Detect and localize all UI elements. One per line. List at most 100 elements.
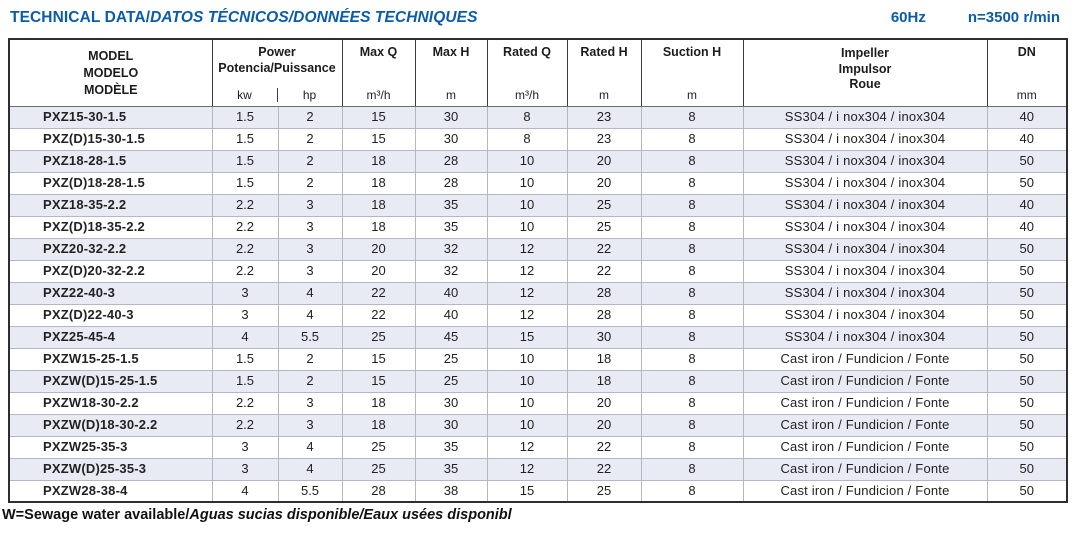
cell-rated-q: 12: [486, 303, 568, 327]
cell-dn: 50: [986, 347, 1068, 371]
cell-max-q: 15: [341, 369, 416, 393]
cell-model: PXZW(D)15-25-1.5: [8, 369, 213, 393]
table-row: PXZ22-40-3 3 4 22 40 12 28 8 SS304 / i nox304 / …: [8, 281, 1068, 305]
cell-rated-h: 20: [566, 413, 642, 437]
header-rated-h-label: Rated H: [580, 45, 628, 59]
cell-dn: 40: [986, 193, 1068, 217]
cell-dn: 50: [986, 413, 1068, 437]
cell-max-h: 30: [414, 105, 488, 129]
page-title-en: TECHNICAL DATA/: [10, 9, 151, 26]
cell-rated-q: 15: [486, 479, 568, 503]
cell-hp: 4: [277, 435, 343, 459]
cell-max-h: 35: [414, 457, 488, 481]
table-row: PXZW28-38-4 4 5.5 28 38 15 25 8 Cast iron / Fund…: [8, 479, 1068, 503]
header-suction-h-label: Suction H: [662, 45, 722, 59]
cell-model: PXZ(D)18-28-1.5: [8, 171, 213, 195]
cell-model: PXZW(D)18-30-2.2: [8, 413, 213, 437]
cell-rated-q: 8: [486, 105, 568, 129]
cell-suction-h: 8: [640, 259, 744, 283]
table-row: PXZ(D)20-32-2.2 2.2 3 20 32 12 22 8 SS304 / i no…: [8, 259, 1068, 283]
cell-suction-h: 8: [640, 391, 744, 415]
cell-rated-q: 12: [486, 237, 568, 261]
speed-label: n=3500 r/min: [967, 9, 1060, 26]
cell-dn: 40: [986, 127, 1068, 151]
cell-max-q: 15: [341, 127, 416, 151]
cell-rated-q: 15: [486, 325, 568, 349]
cell-suction-h: 8: [640, 457, 744, 481]
cell-max-q: 25: [341, 457, 416, 481]
cell-suction-h: 8: [640, 347, 744, 371]
cell-hp: 2: [277, 369, 343, 393]
cell-kw: 2.2: [211, 259, 279, 283]
cell-rated-q: 10: [486, 215, 568, 239]
cell-impeller: Cast iron / Fundicion / Fonte: [742, 457, 988, 481]
header-dn-unit: mm: [1016, 87, 1037, 102]
cell-suction-h: 8: [640, 193, 744, 217]
page-title-translations: DATOS TÉCNICOS/DONNÉES TECHNIQUES: [150, 9, 478, 26]
cell-max-q: 15: [341, 347, 416, 371]
header-model: MODEL MODELO MODÈLE: [8, 38, 213, 107]
cell-hp: 5.5: [277, 325, 343, 349]
cell-model: PXZ18-35-2.2: [8, 193, 213, 217]
cell-impeller: SS304 / i nox304 / inox304: [742, 127, 988, 151]
cell-rated-h: 18: [566, 347, 642, 371]
cell-rated-h: 18: [566, 369, 642, 393]
cell-hp: 2: [277, 127, 343, 151]
cell-impeller: SS304 / i nox304 / inox304: [742, 303, 988, 327]
cell-hp: 4: [277, 303, 343, 327]
cell-dn: 40: [986, 215, 1068, 239]
cell-max-q: 15: [341, 105, 416, 129]
cell-hp: 3: [277, 391, 343, 415]
cell-dn: 50: [986, 281, 1068, 305]
table-row: PXZ(D)22-40-3 3 4 22 40 12 28 8 SS304 / i nox304…: [8, 303, 1068, 327]
cell-suction-h: 8: [640, 369, 744, 393]
header-max-q: Max Q m³/h: [341, 38, 416, 107]
cell-model: PXZ22-40-3: [8, 281, 213, 305]
table-row: PXZW(D)15-25-1.5 1.5 2 15 25 10 18 8 Cast iron /…: [8, 369, 1068, 393]
header-impeller-es: Impulsor: [838, 61, 892, 76]
cell-model: PXZW28-38-4: [8, 479, 213, 503]
cell-rated-q: 10: [486, 347, 568, 371]
cell-hp: 3: [277, 193, 343, 217]
header-rated-q-label: Rated Q: [503, 45, 551, 59]
cell-max-h: 25: [414, 369, 488, 393]
cell-max-h: 35: [414, 215, 488, 239]
cell-dn: 50: [986, 149, 1068, 173]
cell-hp: 3: [277, 413, 343, 437]
cell-model: PXZ(D)20-32-2.2: [8, 259, 213, 283]
cell-max-q: 25: [341, 325, 416, 349]
cell-kw: 3: [211, 281, 279, 305]
cell-rated-h: 25: [566, 193, 642, 217]
cell-suction-h: 8: [640, 105, 744, 129]
cell-max-q: 18: [341, 215, 416, 239]
cell-max-q: 22: [341, 281, 416, 305]
cell-dn: 50: [986, 259, 1068, 283]
header-power-label: Power: [258, 45, 296, 59]
cell-kw: 2.2: [211, 193, 279, 217]
cell-rated-h: 22: [566, 237, 642, 261]
cell-max-h: 30: [414, 413, 488, 437]
table-row: PXZ18-35-2.2 2.2 3 18 35 10 25 8 SS304 / i nox30…: [8, 193, 1068, 217]
cell-max-h: 40: [414, 303, 488, 327]
page-title: TECHNICAL DATA/DATOS TÉCNICOS/DONNÉES TE…: [10, 9, 478, 27]
cell-impeller: SS304 / i nox304 / inox304: [742, 281, 988, 305]
cell-dn: 50: [986, 171, 1068, 195]
cell-model: PXZW15-25-1.5: [8, 347, 213, 371]
cell-rated-q: 10: [486, 149, 568, 173]
cell-rated-h: 25: [566, 215, 642, 239]
cell-model: PXZ25-45-4: [8, 325, 213, 349]
footnote: W=Sewage water available/Aguas sucias di…: [2, 507, 1074, 523]
cell-model: PXZ20-32-2.2: [8, 237, 213, 261]
header-model-es: MODELO: [83, 66, 139, 81]
cell-suction-h: 8: [640, 281, 744, 305]
cell-suction-h: 8: [640, 435, 744, 459]
cell-hp: 5.5: [277, 479, 343, 503]
cell-dn: 50: [986, 391, 1068, 415]
cell-model: PXZ(D)22-40-3: [8, 303, 213, 327]
cell-rated-q: 10: [486, 413, 568, 437]
cell-kw: 1.5: [211, 369, 279, 393]
cell-dn: 40: [986, 105, 1068, 129]
footnote-translations: Aguas sucias disponible/Eaux usées dispo…: [189, 507, 512, 523]
cell-dn: 50: [986, 457, 1068, 481]
cell-rated-q: 12: [486, 281, 568, 305]
